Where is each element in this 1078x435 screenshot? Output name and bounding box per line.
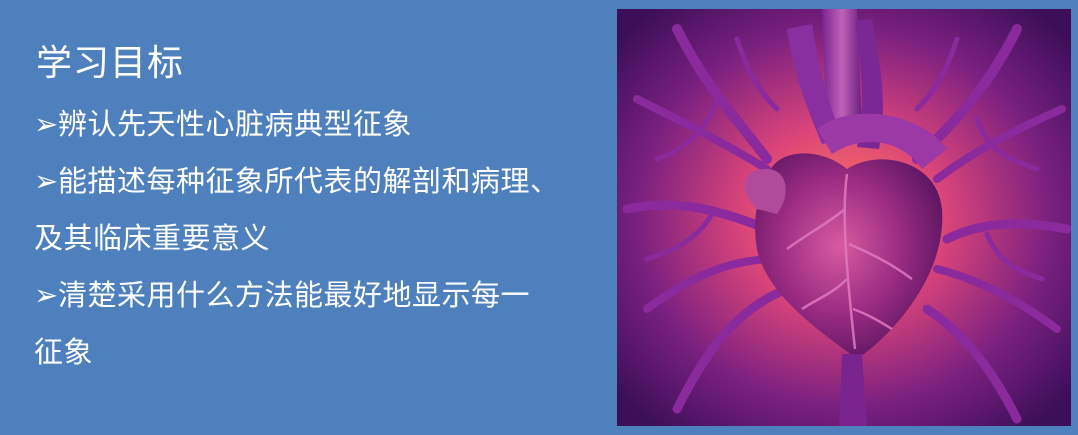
aorta [822,9,862,139]
objective-item: ➢清楚采用什么方法能最好地显示每一 [34,267,604,324]
heart-image [617,9,1071,426]
arrow-bullet-icon: ➢ [34,278,59,312]
coronary-vessels [786,173,913,350]
artery-branch [787,24,842,144]
objective-text: 及其临床重要意义 [34,221,271,255]
objective-item: ➢能描述每种征象所代表的解剖和病理、 [34,153,604,210]
aortic-arch [817,113,947,169]
objective-item: ➢辨认先天性心脏病典型征象 [34,96,604,153]
objective-text: 能描述每种征象所代表的解剖和病理、 [58,164,560,198]
heart-illustration [617,9,1071,426]
arrow-bullet-icon: ➢ [34,164,59,198]
atrium [744,169,786,214]
vessel-network [622,24,1071,424]
descending-vessel [839,354,867,426]
objective-continuation: 及其临床重要意义 [34,210,604,267]
objectives-panel: 学习目标 ➢辨认先天性心脏病典型征象 ➢能描述每种征象所代表的解剖和病理、 及其… [34,38,604,381]
arrow-bullet-icon: ➢ [34,107,59,141]
objective-text: 辨认先天性心脏病典型征象 [58,107,413,141]
objective-text: 征象 [34,335,94,369]
objective-continuation: 征象 [34,324,604,381]
slide-title: 学习目标 [36,43,185,84]
heart [755,153,943,359]
objective-text: 清楚采用什么方法能最好地显示每一 [58,278,531,312]
